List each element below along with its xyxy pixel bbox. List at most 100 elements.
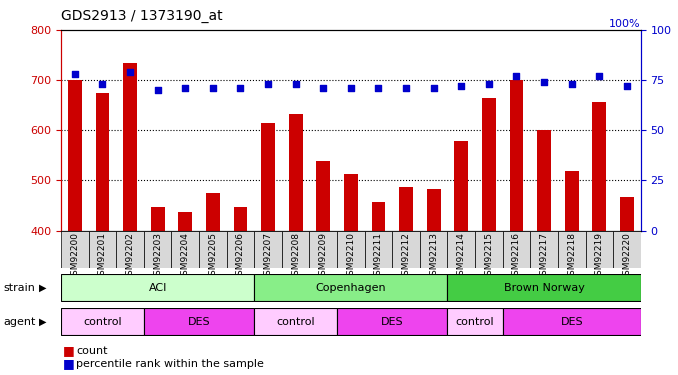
Text: GSM92213: GSM92213 xyxy=(429,232,438,281)
Text: GSM92216: GSM92216 xyxy=(512,232,521,281)
Point xyxy=(511,73,522,79)
Point xyxy=(262,81,273,87)
Bar xyxy=(530,231,558,268)
Text: GSM92210: GSM92210 xyxy=(346,232,355,281)
Text: GSM92219: GSM92219 xyxy=(595,232,604,281)
Bar xyxy=(68,80,82,231)
Bar xyxy=(344,174,358,231)
Text: GSM92200: GSM92200 xyxy=(71,232,79,281)
Text: ▶: ▶ xyxy=(39,283,47,293)
Text: DES: DES xyxy=(381,316,403,327)
Text: Copenhagen: Copenhagen xyxy=(315,283,386,293)
Point xyxy=(125,69,136,75)
Bar xyxy=(537,130,551,231)
Bar xyxy=(482,98,496,231)
Bar xyxy=(172,231,199,268)
Point xyxy=(345,85,357,91)
Point xyxy=(483,81,494,87)
Text: GSM92209: GSM92209 xyxy=(319,232,327,281)
Bar xyxy=(447,231,475,268)
Bar xyxy=(502,231,530,268)
Bar xyxy=(89,231,116,268)
Point xyxy=(318,85,329,91)
Text: control: control xyxy=(83,316,122,327)
Bar xyxy=(565,171,578,231)
Text: GSM92214: GSM92214 xyxy=(457,232,466,280)
Bar xyxy=(178,212,192,231)
Text: GSM92205: GSM92205 xyxy=(208,232,218,281)
Bar xyxy=(613,231,641,268)
Text: GSM92215: GSM92215 xyxy=(484,232,494,281)
Point xyxy=(456,83,466,89)
Text: agent: agent xyxy=(3,317,36,327)
Bar xyxy=(282,231,309,268)
Point xyxy=(69,71,80,77)
Bar xyxy=(454,141,468,231)
Bar xyxy=(96,93,109,231)
Text: GSM92220: GSM92220 xyxy=(622,232,631,280)
Point xyxy=(97,81,108,87)
Bar xyxy=(586,231,613,268)
Text: GSM92204: GSM92204 xyxy=(181,232,190,280)
Text: GSM92211: GSM92211 xyxy=(374,232,383,281)
Point xyxy=(152,87,163,93)
Text: GSM92217: GSM92217 xyxy=(540,232,549,281)
Text: GSM92201: GSM92201 xyxy=(98,232,107,281)
Bar xyxy=(254,231,282,268)
Text: count: count xyxy=(76,346,107,355)
Bar xyxy=(447,274,641,302)
Text: ■: ■ xyxy=(62,344,74,357)
Bar xyxy=(365,231,393,268)
Bar xyxy=(399,187,413,231)
Bar xyxy=(426,189,441,231)
Bar xyxy=(558,231,586,268)
Text: GSM92203: GSM92203 xyxy=(153,232,162,281)
Point xyxy=(538,79,549,85)
Bar xyxy=(144,308,254,335)
Bar xyxy=(502,308,641,335)
Point xyxy=(622,83,633,89)
Bar xyxy=(254,308,337,335)
Bar xyxy=(317,161,330,231)
Point xyxy=(428,85,439,91)
Text: percentile rank within the sample: percentile rank within the sample xyxy=(76,359,264,369)
Bar xyxy=(233,207,247,231)
Bar xyxy=(144,231,172,268)
Text: DES: DES xyxy=(561,316,583,327)
Bar xyxy=(123,63,137,231)
Text: ■: ■ xyxy=(62,357,74,370)
Text: strain: strain xyxy=(3,283,35,293)
Bar xyxy=(151,207,165,231)
Bar xyxy=(420,231,447,268)
Text: GSM92207: GSM92207 xyxy=(264,232,273,281)
Text: GDS2913 / 1373190_at: GDS2913 / 1373190_at xyxy=(61,9,222,23)
Bar xyxy=(337,308,447,335)
Text: Brown Norway: Brown Norway xyxy=(504,283,584,293)
Bar xyxy=(254,274,447,302)
Bar xyxy=(447,308,502,335)
Point xyxy=(235,85,246,91)
Point xyxy=(594,73,605,79)
Bar xyxy=(226,231,254,268)
Bar xyxy=(61,308,144,335)
Bar xyxy=(261,123,275,231)
Point xyxy=(290,81,301,87)
Bar xyxy=(510,80,523,231)
Text: 100%: 100% xyxy=(609,19,641,29)
Text: control: control xyxy=(456,316,494,327)
Bar xyxy=(337,231,365,268)
Bar xyxy=(289,114,302,231)
Bar xyxy=(393,231,420,268)
Text: DES: DES xyxy=(188,316,210,327)
Bar xyxy=(61,231,89,268)
Bar xyxy=(61,274,254,302)
Text: control: control xyxy=(277,316,315,327)
Point xyxy=(566,81,577,87)
Text: GSM92212: GSM92212 xyxy=(401,232,411,280)
Bar xyxy=(199,231,226,268)
Point xyxy=(401,85,412,91)
Bar xyxy=(116,231,144,268)
Text: GSM92206: GSM92206 xyxy=(236,232,245,281)
Bar xyxy=(206,193,220,231)
Bar xyxy=(372,202,385,231)
